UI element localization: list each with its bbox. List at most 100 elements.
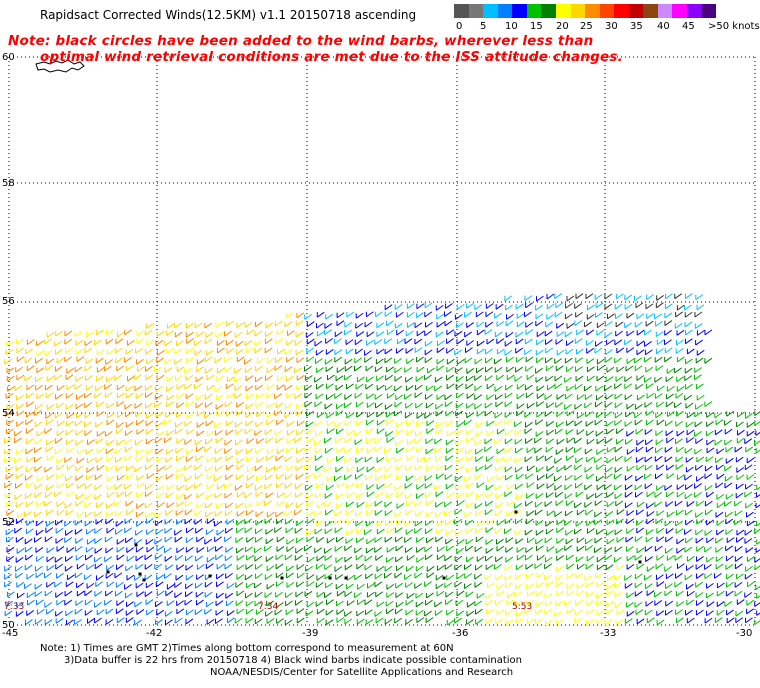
wind-barb bbox=[176, 402, 185, 409]
wind-barb bbox=[524, 311, 532, 318]
wind-barb bbox=[94, 590, 103, 597]
scale-label: 35 bbox=[630, 21, 643, 32]
wind-barb bbox=[466, 556, 474, 563]
wind-barb bbox=[574, 617, 583, 624]
wind-barb bbox=[614, 574, 622, 581]
wind-barb bbox=[425, 321, 433, 328]
wind-barb bbox=[35, 599, 44, 606]
wind-barb bbox=[84, 412, 93, 419]
wind-barb bbox=[175, 411, 184, 418]
wind-barb bbox=[406, 311, 415, 318]
wind-barb bbox=[676, 563, 685, 570]
wind-barb bbox=[735, 573, 744, 580]
wind-barb bbox=[594, 293, 603, 300]
wind-barb bbox=[474, 473, 483, 480]
wind-barb bbox=[346, 311, 355, 318]
wind-barb bbox=[246, 329, 255, 336]
wind-barb bbox=[6, 404, 15, 410]
wind-barb bbox=[354, 439, 363, 446]
wind-barb bbox=[576, 429, 585, 436]
wind-barb bbox=[334, 338, 342, 345]
wind-barb bbox=[584, 385, 592, 392]
wind-barb bbox=[316, 311, 325, 318]
wind-barb bbox=[6, 340, 14, 347]
wind-barb bbox=[716, 590, 725, 597]
wind-barb bbox=[405, 465, 413, 471]
wind-barb bbox=[36, 367, 45, 374]
wind-barb bbox=[484, 375, 493, 382]
wind-barb bbox=[384, 482, 393, 489]
wind-barb bbox=[576, 545, 585, 552]
wind-barb bbox=[196, 366, 204, 373]
wind-barb bbox=[524, 456, 533, 463]
wind-barb bbox=[224, 401, 233, 408]
wind-barb bbox=[194, 439, 203, 446]
wind-barb bbox=[756, 593, 760, 599]
wind-barb bbox=[365, 474, 373, 481]
wind-barb bbox=[494, 331, 503, 338]
wind-barb bbox=[534, 501, 543, 508]
wind-barb bbox=[514, 447, 523, 454]
wind-barb bbox=[575, 457, 584, 464]
wind-barb bbox=[326, 475, 335, 482]
wind-barb bbox=[695, 294, 704, 301]
scale-swatch bbox=[687, 4, 702, 18]
wind-barb bbox=[456, 610, 465, 617]
wind-barb bbox=[716, 529, 725, 536]
wind-barb bbox=[545, 347, 554, 354]
wind-barb bbox=[234, 617, 243, 624]
wind-barb bbox=[694, 483, 702, 489]
wind-barb bbox=[36, 350, 45, 356]
wind-barb bbox=[285, 609, 294, 616]
wind-barb bbox=[435, 583, 444, 590]
wind-barb bbox=[746, 422, 755, 428]
wind-barb bbox=[15, 557, 24, 563]
wind-barb bbox=[185, 393, 194, 400]
scale-swatch bbox=[585, 4, 600, 18]
wind-barb bbox=[516, 410, 524, 417]
wind-barb bbox=[384, 572, 392, 579]
wind-barb bbox=[394, 511, 403, 518]
wind-barb bbox=[44, 338, 53, 345]
wind-barb bbox=[485, 539, 494, 545]
wind-barb bbox=[275, 591, 283, 598]
wind-barb bbox=[636, 563, 645, 570]
wind-barb bbox=[274, 527, 283, 533]
wind-barb bbox=[644, 464, 653, 471]
wind-barb bbox=[25, 554, 34, 561]
wind-barb bbox=[486, 519, 495, 525]
wind-barb bbox=[5, 466, 14, 473]
wind-barb bbox=[125, 365, 134, 372]
wind-barb bbox=[505, 582, 513, 589]
wind-barb bbox=[324, 358, 333, 365]
wind-barb bbox=[196, 422, 205, 428]
wind-barb bbox=[354, 357, 363, 364]
wind-barb bbox=[404, 338, 413, 345]
scale-swatch bbox=[628, 4, 644, 18]
wind-barb bbox=[135, 563, 144, 570]
wind-barb bbox=[375, 402, 383, 409]
wind-barb bbox=[205, 563, 214, 570]
wind-barb bbox=[424, 482, 433, 489]
wind-barb bbox=[566, 608, 575, 615]
wind-barb bbox=[516, 493, 524, 500]
wind-barb bbox=[76, 582, 84, 589]
wind-barb bbox=[515, 573, 523, 580]
lat-label-60: 60 bbox=[2, 52, 15, 63]
wind-barb bbox=[46, 358, 55, 365]
wind-barb bbox=[525, 547, 534, 553]
wind-barb bbox=[566, 340, 574, 347]
wind-barb bbox=[485, 500, 494, 507]
wind-barb bbox=[594, 500, 603, 507]
wind-barb bbox=[236, 491, 245, 498]
wind-barb bbox=[386, 366, 394, 373]
wind-barb bbox=[424, 554, 433, 561]
wind-barb bbox=[554, 311, 563, 318]
wind-barb bbox=[684, 546, 693, 553]
wind-barb bbox=[665, 573, 674, 580]
wind-barb bbox=[25, 438, 34, 445]
wind-barb bbox=[364, 555, 373, 562]
wind-barb bbox=[5, 600, 14, 607]
wind-barb bbox=[656, 401, 665, 408]
wind-barb bbox=[535, 590, 544, 597]
